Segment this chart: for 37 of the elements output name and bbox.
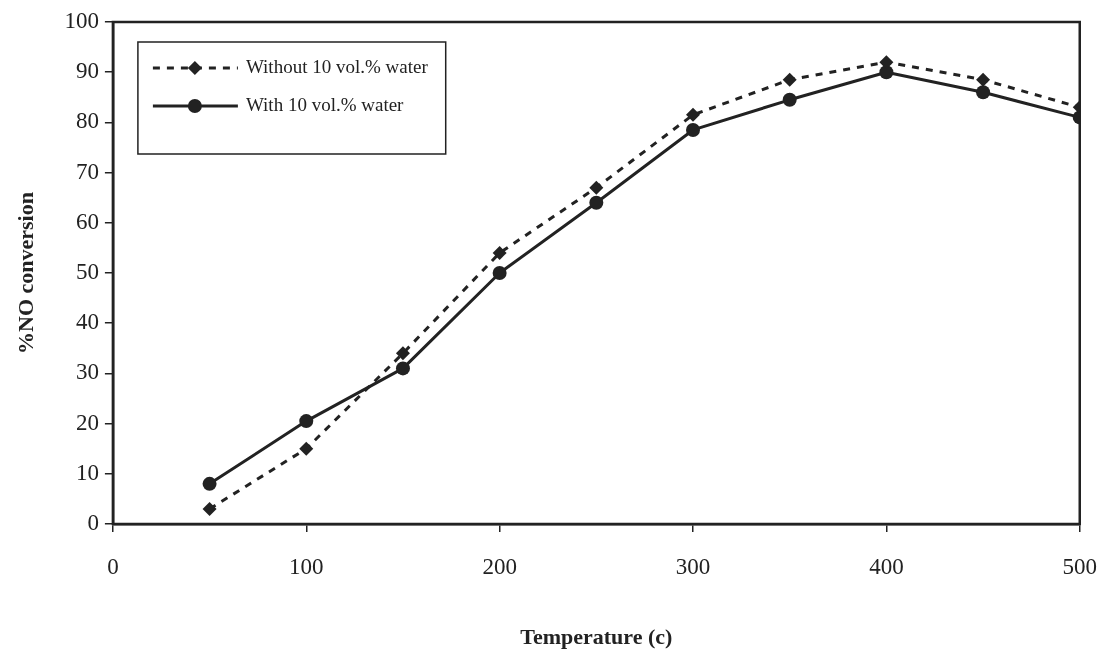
y-tick-label: 60 — [75, 208, 99, 234]
point — [299, 441, 314, 456]
x-tick-label: 400 — [869, 553, 904, 579]
y-tick-label: 0 — [87, 510, 99, 536]
y-tick-label: 40 — [75, 309, 99, 335]
point — [492, 245, 507, 260]
legend-label: With 10 vol.% water — [245, 93, 405, 115]
y-tick-label: 10 — [75, 459, 99, 485]
x-tick-label: 100 — [289, 553, 324, 579]
point — [299, 414, 314, 429]
y-tick-label: 70 — [75, 158, 99, 184]
x-tick-label: 300 — [675, 553, 711, 579]
y-tick-label: 80 — [75, 108, 99, 134]
point — [686, 107, 701, 122]
point — [202, 476, 217, 491]
y-axis-title: %NO conversion — [12, 192, 38, 354]
y-tick-label: 90 — [75, 58, 99, 84]
point — [782, 92, 797, 107]
point — [589, 195, 604, 210]
x-tick-label: 0 — [107, 553, 119, 579]
point — [395, 361, 410, 376]
x-axis-title: Temperature (c) — [520, 624, 673, 650]
point — [686, 122, 701, 137]
x-tick-label: 500 — [1062, 553, 1097, 579]
y-tick-label: 30 — [75, 359, 99, 385]
point — [202, 501, 217, 516]
point — [782, 72, 797, 87]
y-tick-label: 50 — [75, 259, 99, 285]
y-tick-label: 100 — [64, 8, 99, 34]
legend-label: Without 10 vol.% water — [245, 55, 429, 77]
point — [395, 346, 410, 361]
point — [589, 180, 604, 195]
y-tick-label: 20 — [75, 409, 99, 435]
x-tick-label: 200 — [482, 553, 517, 579]
point — [492, 266, 507, 280]
point — [976, 72, 991, 87]
point — [976, 85, 991, 100]
